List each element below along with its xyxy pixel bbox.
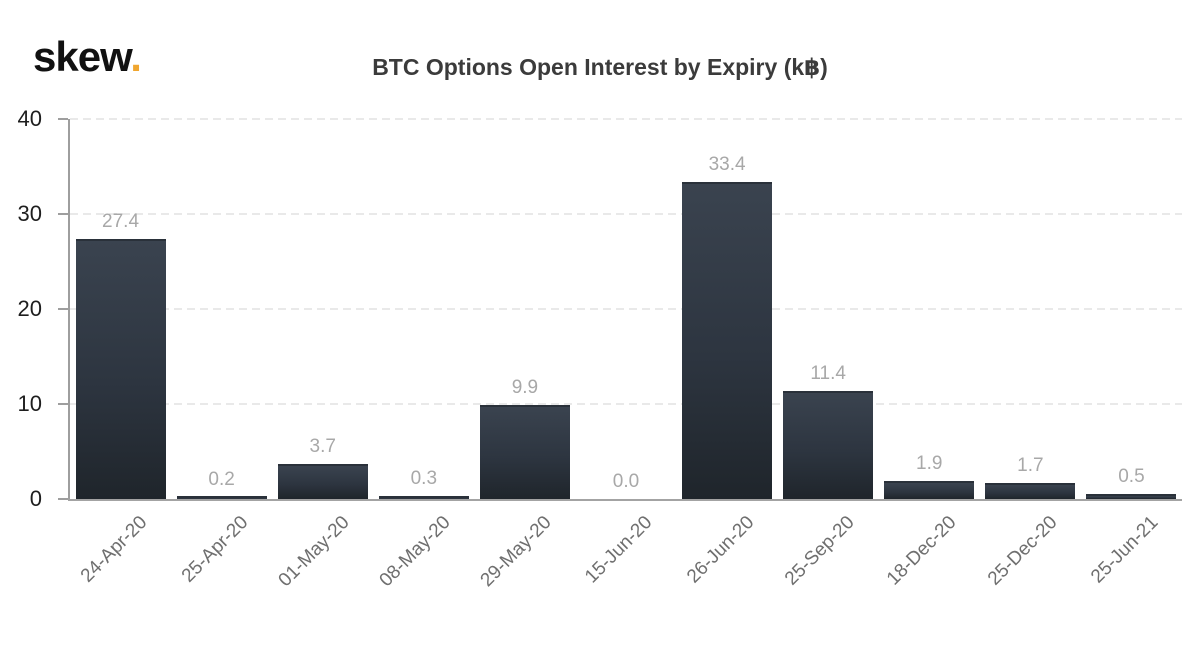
gridline-40 — [70, 118, 1182, 120]
bar-value-label: 9.9 — [511, 376, 539, 398]
y-axis-label-0: 0 — [29, 486, 42, 511]
bar-value-label: 0.5 — [1118, 466, 1145, 488]
y-axis-label-40: 40 — [17, 106, 42, 131]
y-axis-label-20: 20 — [17, 296, 42, 321]
y-axis-tick-40 — [58, 118, 68, 120]
skew-logo: skew. — [33, 33, 142, 80]
x-axis-label: 25-Sep-20 — [781, 512, 860, 590]
y-axis-tick-30 — [58, 213, 68, 215]
bar-value-label: 27.4 — [102, 210, 140, 232]
x-axis-label: 25-Jun-21 — [1086, 512, 1163, 588]
bar-value-label: 0.2 — [208, 469, 235, 491]
y-axis-tick-20 — [58, 308, 68, 310]
logo-text: skew — [33, 33, 131, 80]
bar-value-label: 33.4 — [708, 153, 746, 175]
x-axis-line — [68, 499, 1182, 501]
y-axis-label-30: 30 — [17, 201, 42, 226]
bar-24-Apr-20[interactable] — [75, 238, 166, 499]
gridline-30 — [70, 213, 1182, 215]
x-axis-label: 08-May-20 — [375, 512, 455, 592]
logo-dot: . — [130, 33, 142, 80]
bar-value-label: 0.3 — [410, 468, 438, 490]
gridline-10 — [70, 403, 1182, 405]
x-axis-label: 18-Dec-20 — [882, 512, 961, 590]
bar-18-Dec-20[interactable] — [884, 480, 975, 499]
x-axis-label: 24-Apr-20 — [76, 512, 152, 587]
y-axis-line — [68, 119, 70, 501]
bar-08-May-20[interactable] — [378, 496, 469, 499]
bar-25-Dec-20[interactable] — [985, 482, 1076, 499]
bar-25-Jun-21[interactable] — [1086, 494, 1177, 499]
bar-value-label: 3.7 — [309, 435, 336, 457]
bar-25-Sep-20[interactable] — [783, 390, 874, 499]
bar-26-Jun-20[interactable] — [682, 181, 773, 499]
x-axis-label: 25-Dec-20 — [983, 512, 1062, 590]
bar-25-Apr-20[interactable] — [176, 496, 267, 499]
bar-29-May-20[interactable] — [479, 404, 570, 499]
x-axis-label: 25-Apr-20 — [177, 512, 253, 587]
x-axis-label: 29-May-20 — [476, 512, 556, 592]
bar-value-label: 0.0 — [612, 471, 640, 492]
bar-value-label: 1.7 — [1017, 454, 1044, 476]
chart-title: BTC Options Open Interest by Expiry (k฿) — [372, 54, 828, 80]
bar-01-May-20[interactable] — [277, 463, 368, 499]
y-axis-tick-0 — [58, 498, 68, 500]
bar-value-label: 11.4 — [810, 362, 846, 384]
y-axis-label-10: 10 — [17, 391, 42, 416]
gridline-20 — [70, 308, 1182, 310]
x-axis-label: 15-Jun-20 — [581, 512, 657, 588]
y-axis-tick-10 — [58, 403, 68, 405]
bar-value-label: 1.9 — [916, 452, 943, 474]
x-axis-label: 01-May-20 — [274, 512, 354, 592]
x-axis-label: 26-Jun-20 — [682, 512, 758, 588]
